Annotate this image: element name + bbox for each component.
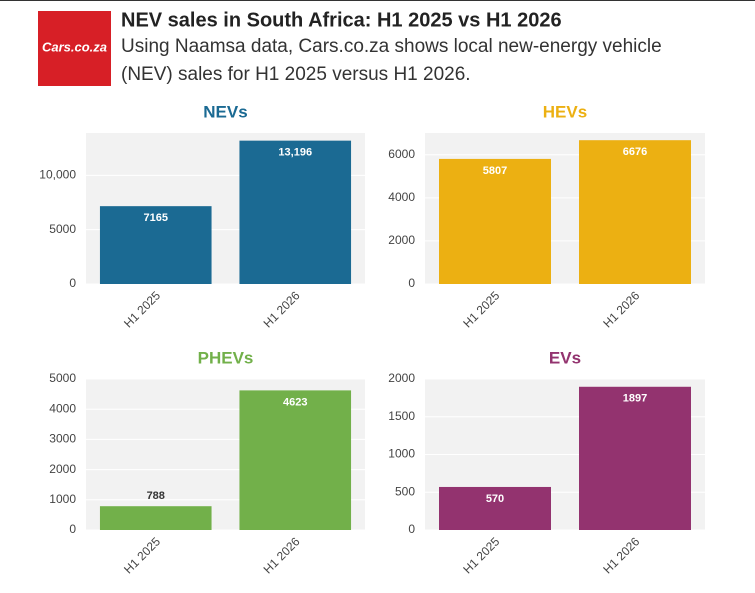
- value-label: 7165: [144, 212, 168, 224]
- bar: [99, 506, 212, 530]
- y-tick-label: 5000: [49, 371, 76, 385]
- y-tick-label: 4000: [388, 190, 415, 204]
- y-tick-label: 0: [408, 276, 415, 290]
- subplot-title: EVs: [549, 348, 581, 367]
- bar: [239, 140, 352, 284]
- value-label: 5807: [483, 165, 507, 177]
- bar: [439, 158, 551, 284]
- bar: [579, 386, 691, 530]
- x-tick-label: H1 2025: [121, 288, 163, 330]
- subtitle: (NEV) sales for H1 2025 versus H1 2026.: [121, 64, 471, 85]
- y-tick-label: 2000: [49, 462, 76, 476]
- subplot-title: HEVs: [543, 102, 587, 121]
- x-tick-label: H1 2025: [121, 534, 163, 576]
- title: NEV sales in South Africa: H1 2025 vs H1…: [121, 9, 562, 31]
- y-tick-label: 2000: [388, 371, 415, 385]
- value-label: 1897: [623, 393, 647, 405]
- y-tick-label: 500: [395, 484, 415, 498]
- x-tick-label: H1 2026: [261, 288, 303, 330]
- y-tick-label: 1000: [49, 492, 76, 506]
- y-tick-label: 0: [408, 522, 415, 536]
- y-tick-label: 0: [69, 522, 76, 536]
- value-label: 788: [147, 490, 165, 502]
- bar: [239, 390, 352, 530]
- y-tick-label: 6000: [388, 147, 415, 161]
- y-tick-label: 2000: [388, 233, 415, 247]
- x-tick-label: H1 2026: [600, 534, 642, 576]
- value-label: 13,196: [278, 147, 312, 159]
- subtitle: Using Naamsa data, Cars.co.za shows loca…: [121, 36, 662, 57]
- bar: [579, 140, 691, 284]
- x-tick-label: H1 2026: [600, 288, 642, 330]
- subplot-title: PHEVs: [198, 348, 254, 367]
- y-tick-label: 0: [69, 276, 76, 290]
- x-tick-label: H1 2026: [261, 534, 303, 576]
- y-tick-label: 3000: [49, 432, 76, 446]
- logo-text: Cars.co.za: [42, 39, 107, 54]
- x-tick-label: H1 2025: [460, 288, 502, 330]
- subplot-title: NEVs: [203, 102, 247, 121]
- y-tick-label: 4000: [49, 401, 76, 415]
- x-tick-label: H1 2025: [460, 534, 502, 576]
- value-label: 4623: [283, 396, 307, 408]
- logo: [38, 11, 111, 86]
- y-tick-label: 1500: [388, 409, 415, 423]
- y-tick-label: 10,000: [39, 168, 76, 182]
- y-tick-label: 1000: [388, 447, 415, 461]
- y-tick-label: 5000: [49, 222, 76, 236]
- value-label: 570: [486, 493, 504, 505]
- bar: [439, 486, 551, 530]
- value-label: 6676: [623, 146, 647, 158]
- bar: [99, 206, 212, 284]
